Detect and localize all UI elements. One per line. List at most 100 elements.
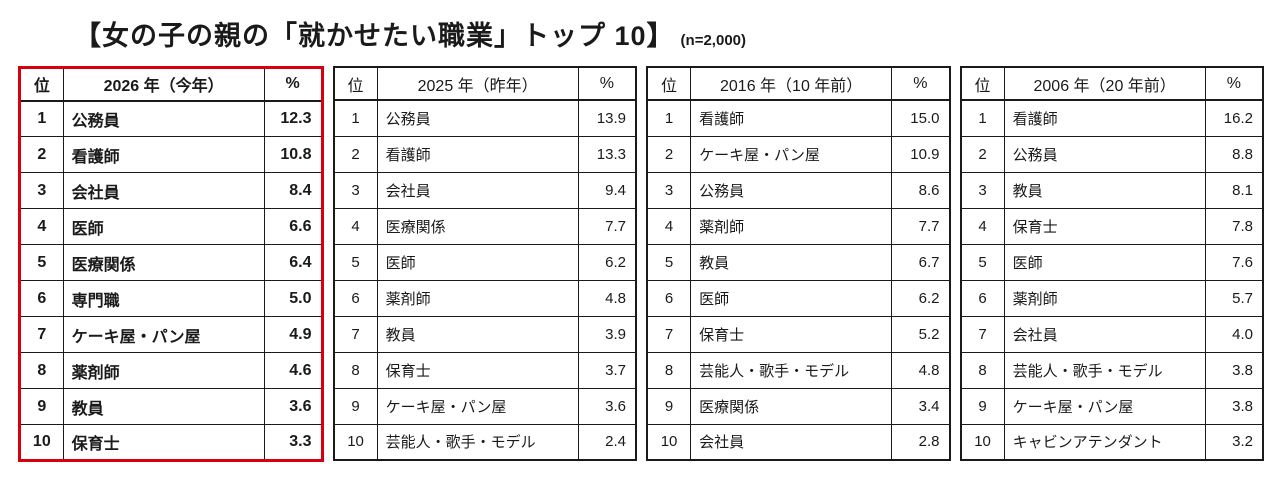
percent-cell: 10.9 <box>891 135 950 173</box>
occupation-cell: ケーキ屋・パン屋 <box>376 387 579 425</box>
occupation-cell: 医師 <box>690 279 893 317</box>
header-row: 位 2006 年（20 年前）% <box>960 66 1264 101</box>
year-column-header: 2016 年（10 年前） <box>690 66 893 101</box>
table-row: 1 公務員 13.9 <box>333 99 637 137</box>
percent-cell: 8.4 <box>263 172 323 209</box>
table-row: 9 教員 3.6 <box>19 388 323 425</box>
table-row: 5 教員 6.7 <box>646 243 950 281</box>
percent-cell: 3.8 <box>1204 351 1264 389</box>
occupation-cell: 専門職 <box>62 280 265 317</box>
rank-cell: 2 <box>960 135 1005 173</box>
rank-cell: 3 <box>19 172 64 209</box>
rank-cell: 7 <box>19 316 64 353</box>
percent-cell: 10.8 <box>263 136 323 173</box>
percent-column-header: % <box>891 66 950 101</box>
table-row: 6 医師 6.2 <box>646 279 950 317</box>
rank-cell: 5 <box>960 243 1005 281</box>
rank-cell: 10 <box>19 424 64 461</box>
percent-cell: 12.3 <box>263 100 323 137</box>
rank-column-header: 位 <box>646 66 692 101</box>
rank-cell: 9 <box>19 388 64 425</box>
rank-cell: 4 <box>19 208 64 245</box>
rank-cell: 1 <box>646 99 692 137</box>
rank-cell: 7 <box>333 315 378 353</box>
table-row: 2 公務員 8.8 <box>960 135 1264 173</box>
occupation-cell: 教員 <box>62 388 265 425</box>
rank-cell: 8 <box>646 351 692 389</box>
percent-cell: 4.6 <box>263 352 323 389</box>
rank-cell: 1 <box>960 99 1005 137</box>
table-row: 3 教員 8.1 <box>960 171 1264 209</box>
rank-cell: 10 <box>960 423 1005 461</box>
percent-cell: 6.2 <box>891 279 950 317</box>
table-row: 1 看護師 16.2 <box>960 99 1264 137</box>
table-row: 10 芸能人・歌手・モデル 2.4 <box>333 423 637 461</box>
occupation-cell: 会社員 <box>1003 315 1206 353</box>
table-row: 3 会社員 9.4 <box>333 171 637 209</box>
table-row: 6 薬剤師 4.8 <box>333 279 637 317</box>
table-row: 2 看護師 13.3 <box>333 135 637 173</box>
rank-cell: 9 <box>960 387 1005 425</box>
percent-cell: 3.7 <box>577 351 637 389</box>
rank-cell: 8 <box>333 351 378 389</box>
rank-cell: 4 <box>333 207 378 245</box>
percent-cell: 4.0 <box>1204 315 1264 353</box>
rank-cell: 5 <box>19 244 64 281</box>
occupation-cell: キャビンアテンダント <box>1003 423 1206 461</box>
percent-column-header: % <box>1204 66 1264 101</box>
percent-cell: 5.2 <box>891 315 950 353</box>
occupation-cell: 教員 <box>376 315 579 353</box>
percent-cell: 4.9 <box>263 316 323 353</box>
percent-cell: 6.7 <box>891 243 950 281</box>
table-row: 4 保育士 7.8 <box>960 207 1264 245</box>
table-row: 10 保育士 3.3 <box>19 424 323 461</box>
table-row: 7 保育士 5.2 <box>646 315 950 353</box>
percent-cell: 15.0 <box>891 99 950 137</box>
occupation-cell: 会社員 <box>62 172 265 209</box>
percent-cell: 8.8 <box>1204 135 1264 173</box>
occupation-cell: 保育士 <box>690 315 893 353</box>
occupation-cell: 薬剤師 <box>690 207 893 245</box>
occupation-cell: 医療関係 <box>62 244 265 281</box>
occupation-cell: 医師 <box>1003 243 1206 281</box>
percent-cell: 2.4 <box>577 423 637 461</box>
percent-cell: 3.9 <box>577 315 637 353</box>
rank-column-header: 位 <box>960 66 1005 101</box>
occupation-cell: 公務員 <box>62 100 265 137</box>
table-row: 5 医師 6.2 <box>333 243 637 281</box>
percent-cell: 6.2 <box>577 243 637 281</box>
header-row: 位 2026 年（今年）% <box>19 67 323 102</box>
table-row: 1 公務員 12.3 <box>19 100 323 137</box>
table-row: 8 保育士 3.7 <box>333 351 637 389</box>
table-row: 9 ケーキ屋・パン屋 3.6 <box>333 387 637 425</box>
year-column-header: 2006 年（20 年前） <box>1003 66 1206 101</box>
rank-cell: 1 <box>333 99 378 137</box>
percent-cell: 4.8 <box>577 279 637 317</box>
occupation-cell: 芸能人・歌手・モデル <box>1003 351 1206 389</box>
percent-cell: 8.1 <box>1204 171 1264 209</box>
occupation-cell: 看護師 <box>690 99 893 137</box>
title-text: 【女の子の親の「就かせたい職業」トップ 10】 <box>74 21 675 51</box>
rank-cell: 4 <box>646 207 692 245</box>
ranking-table-2016: 位 2016 年（10 年前）% 1 看護師 15.0 2 ケーキ屋・パン屋 10.9 3 公務員… <box>646 66 951 461</box>
rank-cell: 1 <box>19 100 64 137</box>
percent-cell: 3.8 <box>1204 387 1264 425</box>
percent-cell: 9.4 <box>577 171 637 209</box>
table-row: 2 看護師 10.8 <box>19 136 323 173</box>
table-row: 8 薬剤師 4.6 <box>19 352 323 389</box>
rank-cell: 9 <box>646 387 692 425</box>
occupation-cell: 看護師 <box>62 136 265 173</box>
occupation-cell: ケーキ屋・パン屋 <box>62 316 265 353</box>
table-row: 4 医師 6.6 <box>19 208 323 245</box>
rank-cell: 2 <box>19 136 64 173</box>
percent-cell: 3.6 <box>263 388 323 425</box>
ranking-table-2025: 位 2025 年（昨年）% 1 公務員 13.9 2 看護師 13.3 3 会社員 9.4 4 医療関係… <box>332 66 637 461</box>
rank-column-header: 位 <box>19 67 64 102</box>
table-row: 5 医療関係 6.4 <box>19 244 323 281</box>
percent-cell: 6.6 <box>263 208 323 245</box>
percent-cell: 7.8 <box>1204 207 1264 245</box>
page-title: 【女の子の親の「就かせたい職業」トップ 10】 (n=2,000) <box>18 14 1264 53</box>
percent-cell: 7.6 <box>1204 243 1264 281</box>
percent-cell: 16.2 <box>1204 99 1264 137</box>
rank-cell: 2 <box>646 135 692 173</box>
